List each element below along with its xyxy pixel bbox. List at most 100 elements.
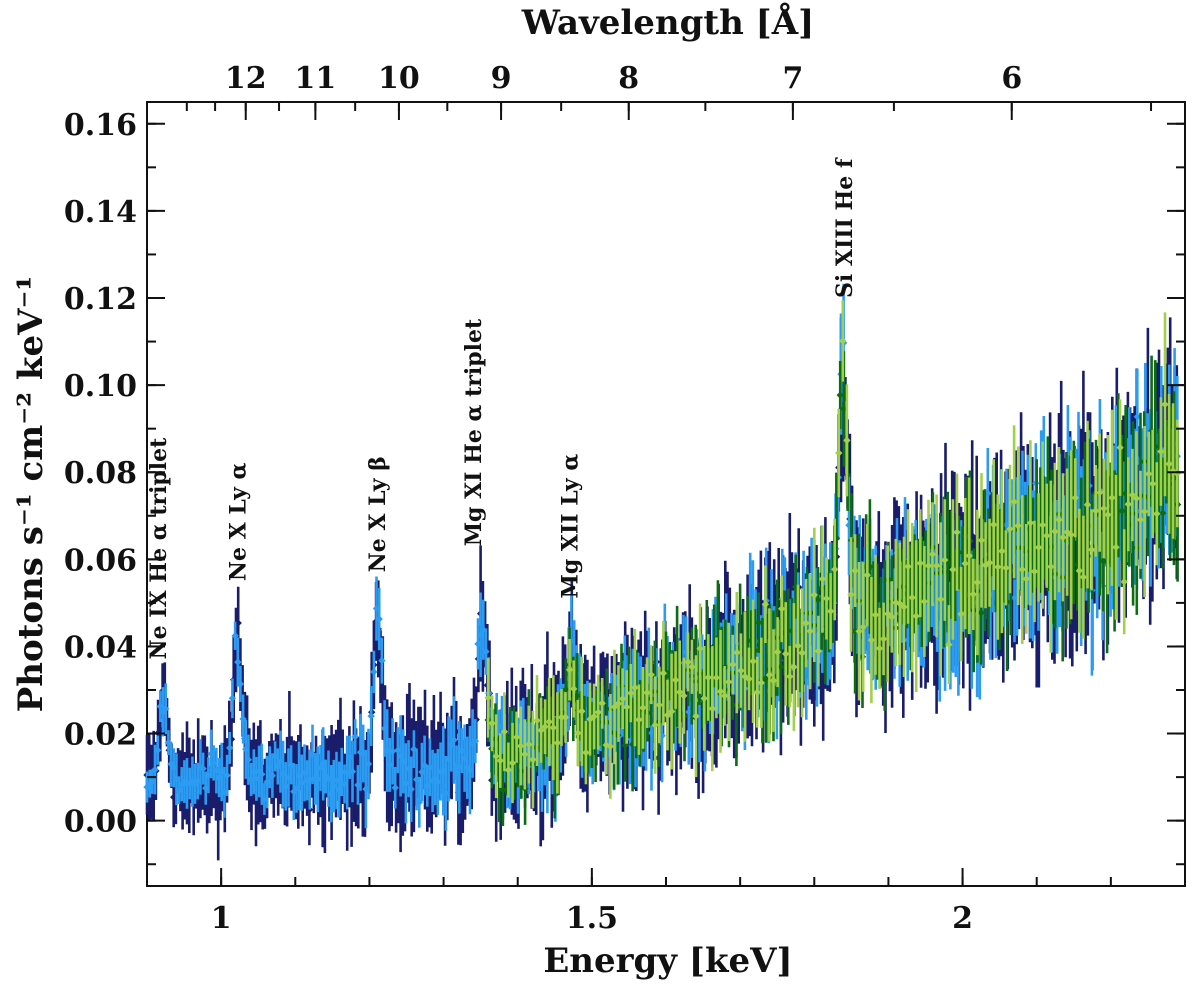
data-point <box>953 528 961 536</box>
tick-layer: 1 1.5 2 0.00 0.02 0.04 0.06 0.08 0.10 0.12 0.14 0.1… <box>64 61 1186 936</box>
data-point <box>871 611 880 619</box>
y-tick-label: 0.14 <box>64 195 137 230</box>
data-point <box>488 719 496 727</box>
data-point <box>720 692 729 700</box>
top-tick-label: 11 <box>294 61 336 96</box>
data-point <box>798 649 806 657</box>
data-point <box>761 600 770 608</box>
data-point <box>549 724 557 732</box>
data-point <box>570 685 578 693</box>
y-axis-title: Photons s⁻¹ cm⁻² keV⁻¹ <box>11 276 51 713</box>
data-point <box>879 635 888 643</box>
data-point <box>1149 480 1157 488</box>
data-point <box>749 657 757 665</box>
data-point <box>499 786 507 794</box>
data-point <box>969 590 977 598</box>
data-point <box>1026 519 1035 527</box>
top-tick-label: 9 <box>491 61 512 96</box>
data-point <box>1018 565 1026 574</box>
data-point <box>1087 546 1096 554</box>
data-point <box>655 701 663 709</box>
data-point <box>348 767 357 776</box>
data-point <box>859 623 867 631</box>
data-point <box>794 642 802 650</box>
data-point <box>484 694 492 702</box>
x-tick-label: 2 <box>952 901 973 936</box>
data-point <box>937 595 945 603</box>
data-point <box>1120 578 1128 586</box>
data-point <box>553 739 562 747</box>
data-point <box>647 671 655 679</box>
emission-line-label: Ne X Ly α <box>226 462 252 581</box>
data-point <box>226 744 234 752</box>
data-point <box>961 559 969 568</box>
data-point <box>814 596 822 604</box>
y-tick-label: 0.08 <box>64 456 137 491</box>
x-tick-label: 1.5 <box>566 901 618 936</box>
data-point <box>888 613 896 621</box>
data-point <box>351 733 359 741</box>
data-point <box>627 689 635 697</box>
data-point <box>1047 563 1055 571</box>
data-point <box>1112 543 1120 551</box>
data-point <box>492 752 500 760</box>
data-point <box>786 672 794 681</box>
emission-line-label: Si XIII He f <box>832 157 858 298</box>
data-point <box>875 644 884 653</box>
top-tick-label: 6 <box>1001 61 1022 96</box>
data-point <box>504 766 513 774</box>
data-point <box>1067 531 1075 539</box>
data-point <box>582 748 590 757</box>
data-point <box>631 683 639 692</box>
data-point <box>643 689 651 697</box>
data-point <box>928 550 937 558</box>
data-point <box>268 771 277 780</box>
data-point <box>517 742 525 750</box>
y-tick-label: 0.16 <box>64 108 137 143</box>
data-point <box>236 680 245 688</box>
data-point <box>671 676 680 684</box>
data-point <box>712 674 721 682</box>
data-point <box>1104 511 1112 519</box>
data-point <box>529 755 537 764</box>
data-point <box>998 547 1006 555</box>
data-point <box>154 746 162 754</box>
y-tick-label: 0.02 <box>64 718 137 753</box>
data-point <box>545 718 553 726</box>
data-point <box>977 609 985 617</box>
data-point <box>753 688 761 696</box>
data-point <box>692 712 700 720</box>
data-point <box>1034 543 1043 552</box>
data-point <box>973 578 982 587</box>
top-axis-title: Wavelength [Å] <box>521 2 815 43</box>
data-point <box>684 658 692 666</box>
data-point <box>708 704 716 713</box>
data-point <box>244 756 253 764</box>
data-point <box>949 565 957 574</box>
data-point <box>537 726 545 734</box>
annotation-layer: Ne IX He α triplet Ne X Ly α Ne X Ly β Mg X… <box>146 157 858 659</box>
data-point <box>745 675 753 683</box>
data-point <box>757 679 765 687</box>
data-point <box>802 619 810 627</box>
data-point <box>388 747 397 755</box>
data-point <box>541 723 549 731</box>
data-point <box>1051 527 1059 536</box>
x-axis-title: Energy [keV] <box>543 941 792 981</box>
data-point <box>769 676 778 685</box>
data-point <box>688 663 696 671</box>
data-point <box>1055 516 1063 524</box>
data-point <box>533 716 541 725</box>
data-point <box>659 669 668 677</box>
data-point <box>835 449 843 457</box>
data-point <box>847 590 855 599</box>
data-point <box>957 610 965 618</box>
data-point <box>618 695 627 703</box>
data-point <box>525 740 533 749</box>
data-point <box>610 703 619 711</box>
data-point <box>924 562 933 570</box>
data-point <box>565 666 574 674</box>
data-point <box>223 771 231 780</box>
y-tick-label: 0.10 <box>64 369 137 404</box>
